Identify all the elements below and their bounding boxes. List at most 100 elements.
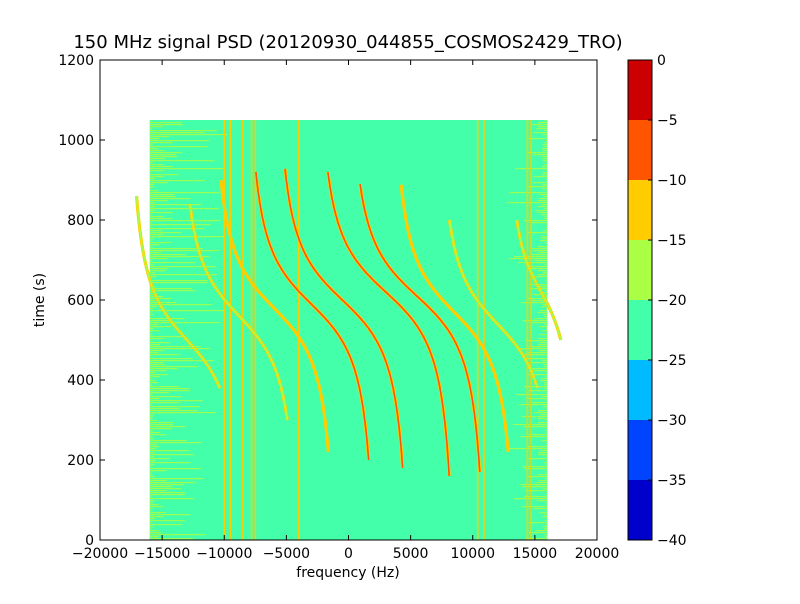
- noise-right: [543, 406, 548, 408]
- x-axis: −20000 −15000 −10000 −5000 0 5000 10000 15000 20…: [72, 60, 619, 562]
- chart-title: 150 MHz signal PSD (20120930_044855_COSM…: [73, 32, 622, 53]
- noise-left: [149, 350, 164, 352]
- noise-right: [544, 146, 548, 148]
- noise-right: [527, 298, 548, 300]
- noise-left: [149, 364, 165, 366]
- noise-left: [149, 140, 210, 142]
- noise-left: [149, 506, 163, 508]
- colorbar-level: [628, 180, 652, 240]
- noise-right: [520, 302, 548, 304]
- colorbar-tick-label: −35: [657, 473, 687, 489]
- noise-left: [149, 450, 190, 452]
- noise-right: [546, 356, 548, 358]
- noise-left: [149, 428, 172, 430]
- noise-left: [149, 198, 191, 200]
- noise-right: [529, 346, 548, 348]
- colorbar-level: [628, 300, 652, 360]
- noise-right: [545, 228, 548, 230]
- doppler-trace: [220, 179, 330, 453]
- noise-right: [527, 152, 548, 154]
- noise-right: [525, 340, 548, 342]
- noise-right: [518, 262, 548, 264]
- noise-right: [537, 344, 548, 346]
- noise-right: [528, 186, 548, 188]
- noise-right: [527, 446, 548, 448]
- noise-right: [545, 376, 548, 378]
- noise-right: [538, 212, 548, 214]
- noise-left: [149, 438, 154, 440]
- noise-right: [539, 334, 548, 336]
- noise-right: [528, 458, 548, 460]
- noise-left: [149, 496, 151, 498]
- noise-left: [149, 244, 160, 246]
- noise-left: [149, 174, 179, 176]
- noise-left: [149, 476, 155, 478]
- noise-left: [149, 124, 184, 126]
- noise-left: [149, 178, 156, 180]
- noise-left: [149, 444, 157, 446]
- x-tick-label: 0: [344, 546, 353, 562]
- noise-right: [542, 160, 548, 162]
- noise-right: [546, 328, 548, 330]
- noise-right: [546, 400, 548, 402]
- noise-left: [149, 388, 190, 390]
- noise-right: [546, 470, 548, 472]
- colorbar-tick-label: −30: [657, 413, 687, 429]
- noise-right: [531, 124, 548, 126]
- noise-right: [543, 462, 548, 464]
- noise-left: [149, 150, 165, 152]
- noise-right: [518, 404, 548, 406]
- noise-left: [149, 236, 225, 238]
- noise-left: [149, 526, 153, 528]
- noise-left: [149, 120, 151, 122]
- noise-left: [149, 502, 154, 504]
- noise-right: [532, 248, 548, 250]
- colorbar-level: [628, 420, 652, 480]
- noise-right: [534, 318, 548, 320]
- x-tick-label: 5000: [393, 546, 429, 562]
- noise-left: [149, 312, 151, 314]
- noise-right: [541, 292, 548, 294]
- noise-right: [523, 496, 548, 498]
- noise-left: [149, 356, 152, 358]
- noise-right: [531, 402, 548, 404]
- noise-left: [149, 434, 167, 436]
- noise-right: [526, 374, 548, 376]
- noise-left: [149, 208, 219, 210]
- noise-left: [149, 472, 152, 474]
- noise-right: [541, 238, 548, 240]
- noise-right: [542, 144, 548, 146]
- noise-right: [544, 130, 548, 132]
- noise-right: [534, 260, 548, 262]
- noise-right: [546, 336, 548, 338]
- noise-right: [542, 396, 548, 398]
- x-tick-label: −15000: [134, 546, 190, 562]
- doppler-trace: [359, 183, 481, 473]
- noise-left: [149, 340, 152, 342]
- noise-right: [528, 368, 548, 370]
- noise-right: [546, 408, 548, 410]
- noise-left: [149, 328, 154, 330]
- noise-right: [546, 244, 548, 246]
- noise-left: [149, 474, 153, 476]
- noise-left: [149, 142, 173, 144]
- noise-right: [545, 456, 548, 458]
- noise-left: [149, 512, 167, 514]
- noise-left: [149, 380, 156, 382]
- noise-left: [149, 378, 152, 380]
- noise-right: [528, 434, 548, 436]
- noise-left: [149, 272, 155, 274]
- noise-right: [545, 428, 548, 430]
- noise-left: [149, 454, 194, 456]
- noise-left: [149, 160, 215, 162]
- noise-left: [149, 372, 156, 374]
- noise-right: [543, 382, 548, 384]
- noise-right: [543, 314, 548, 316]
- noise-left: [149, 358, 193, 360]
- noise-left: [149, 490, 167, 492]
- noise-right: [545, 290, 548, 292]
- noise-left: [149, 538, 193, 540]
- noise-left: [149, 182, 168, 184]
- noise-left: [149, 206, 156, 208]
- noise-left: [149, 222, 152, 224]
